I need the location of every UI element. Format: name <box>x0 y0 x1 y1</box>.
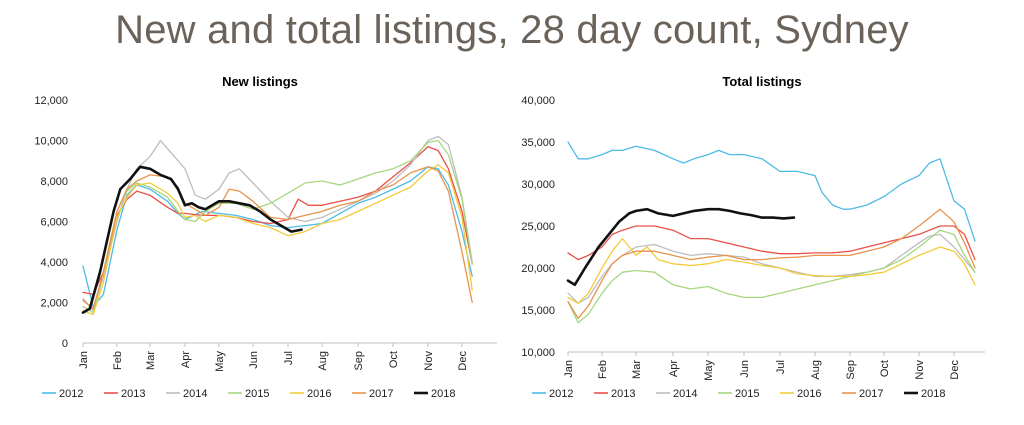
new-ytick-label: 4,000 <box>40 257 68 269</box>
total-legend-label-2012: 2012 <box>549 388 573 400</box>
total-xtick-label: Jan <box>563 360 575 378</box>
new-legend-label-2016: 2016 <box>307 388 331 400</box>
total-legend-label-2018: 2018 <box>921 388 945 400</box>
new-xtick-label: May <box>214 351 226 372</box>
total-chart-title: Total listings <box>722 74 801 89</box>
total-xtick-label: Mar <box>631 360 643 379</box>
total-legend-label-2013: 2013 <box>611 388 635 400</box>
new-xtick-label: Feb <box>112 351 124 370</box>
new-xtick-label: Nov <box>423 351 435 371</box>
new-series-line-2016 <box>82 164 473 316</box>
total-ytick-label: 35,000 <box>521 137 555 149</box>
total-xtick-label: Sep <box>845 360 857 380</box>
total-ytick-label: 40,000 <box>521 95 555 107</box>
new-series-line-2015 <box>82 139 473 314</box>
new-ytick-label: 10,000 <box>34 136 68 148</box>
new-xtick-label: Jun <box>248 351 260 369</box>
total-series-line-2013 <box>567 225 976 261</box>
new-ytick-label: 0 <box>62 338 68 350</box>
total-ytick-label: 30,000 <box>521 179 555 191</box>
total-xtick-label: Jun <box>739 360 751 378</box>
new-legend-label-2015: 2015 <box>245 388 269 400</box>
page-title: New and total listings, 28 day count, Sy… <box>115 8 909 52</box>
new-ytick-label: 8,000 <box>40 176 68 188</box>
new-series-line-2013 <box>82 145 473 296</box>
new-xtick-label: Jan <box>78 351 90 369</box>
new-xtick-label: Jul <box>283 351 295 365</box>
total-xtick-label: May <box>703 360 715 381</box>
new-xtick-label: Oct <box>388 351 400 368</box>
new-xtick-label: Mar <box>145 351 157 370</box>
new-listings-chart: New listings 0 2,000 4,000 6,000 8,000 10,000 1… <box>34 74 497 400</box>
total-ytick-label: 15,000 <box>521 305 555 317</box>
new-series-line-2018 <box>81 165 303 314</box>
total-series-line-2018 <box>566 207 796 287</box>
total-xtick-label: Feb <box>597 360 609 379</box>
total-listings-chart: Total listings 10,000 15,000 20,000 25,000 30… <box>521 74 985 400</box>
total-xtick-label: Oct <box>879 360 891 377</box>
total-series-line-2015 <box>567 229 976 324</box>
new-chart-title: New listings <box>222 74 298 89</box>
total-xtick-label: Jul <box>775 360 787 374</box>
new-ytick-label: 2,000 <box>40 298 68 310</box>
new-legend-label-2014: 2014 <box>183 388 207 400</box>
new-legend-label-2017: 2017 <box>369 388 393 400</box>
new-ytick-label: 12,000 <box>34 95 68 107</box>
total-legend-label-2015: 2015 <box>735 388 759 400</box>
total-xtick-label: Nov <box>914 360 926 380</box>
total-series-line-2014 <box>567 233 976 304</box>
new-ytick-label: 6,000 <box>40 217 68 229</box>
total-ytick-label: 20,000 <box>521 263 555 275</box>
new-xtick-label: Apr <box>180 351 192 368</box>
total-series-line-2017 <box>567 208 976 320</box>
new-legend-label-2012: 2012 <box>59 388 83 400</box>
total-ytick-label: 10,000 <box>521 347 555 359</box>
total-series-line-2012 <box>567 141 976 242</box>
total-series-line-2016 <box>567 237 976 304</box>
total-legend-label-2017: 2017 <box>859 388 883 400</box>
total-xtick-label: Apr <box>668 360 680 377</box>
new-xtick-label: Dec <box>457 351 469 371</box>
new-legend-label-2013: 2013 <box>121 388 145 400</box>
new-xtick-label: Sep <box>353 351 365 371</box>
total-ytick-label: 25,000 <box>521 221 555 233</box>
new-series-line-2012 <box>82 166 473 308</box>
total-legend-label-2014: 2014 <box>673 388 697 400</box>
new-series-line-2017 <box>82 166 473 310</box>
total-legend-label-2016: 2016 <box>797 388 821 400</box>
total-xtick-label: Aug <box>810 360 822 380</box>
new-xtick-label: Aug <box>317 351 329 371</box>
total-xtick-label: Dec <box>949 360 961 380</box>
new-legend-label-2018: 2018 <box>431 388 455 400</box>
